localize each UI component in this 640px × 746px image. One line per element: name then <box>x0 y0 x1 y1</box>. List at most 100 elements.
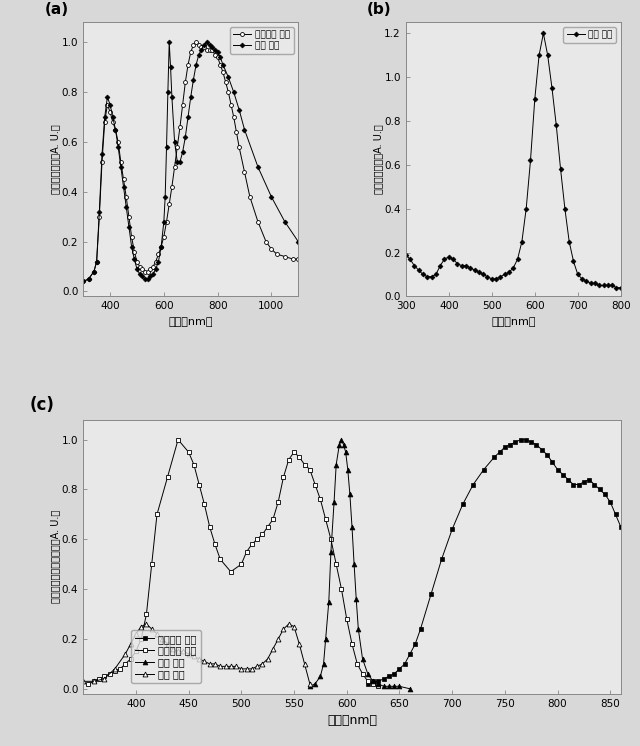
フィルム 吸収 <box>79 277 87 286</box>
溶液 吸収 <box>609 281 616 290</box>
溶液 発光 <box>325 597 333 606</box>
溶液 励起 <box>153 630 161 639</box>
溶液 吸収 <box>467 263 474 272</box>
溶液 発光 <box>322 635 330 644</box>
Line: フィルム 励起: フィルム 励起 <box>86 438 380 689</box>
溶液 励起 <box>232 662 240 671</box>
フィルム 発光 <box>385 672 393 681</box>
フィルム 発光 <box>559 470 566 479</box>
フィルム 発光 <box>564 475 572 484</box>
溶液 励起 <box>227 662 235 671</box>
溶液 発光 <box>353 595 360 604</box>
Line: フィルム 吸収: フィルム 吸収 <box>81 40 300 283</box>
溶液 発光 <box>358 654 366 663</box>
フィルム 発光 <box>369 677 377 686</box>
溶液 励起 <box>138 622 145 631</box>
Line: 溶液 発光: 溶液 発光 <box>307 437 412 692</box>
フィルム 励起 <box>185 448 193 457</box>
Y-axis label: 規格化吸光度（A. U.）: 規格化吸光度（A. U.） <box>373 125 383 194</box>
フィルム 励起 <box>290 448 298 457</box>
フィルム 発光 <box>501 442 509 451</box>
溶液 発光 <box>364 669 372 678</box>
溶液 発光 <box>380 682 387 691</box>
フィルム 発光 <box>527 438 535 447</box>
溶液 発光 <box>374 680 382 689</box>
溶液 励起 <box>164 639 172 648</box>
溶液 吸収 <box>617 283 625 292</box>
溶液 励起 <box>132 630 140 639</box>
溶液 発光 <box>342 448 349 457</box>
溶液 吸収 <box>128 242 136 251</box>
溶液 励起 <box>179 647 187 656</box>
フィルム 発光 <box>612 510 620 519</box>
溶液 発光 <box>355 624 362 633</box>
溶液 励起 <box>206 659 214 668</box>
フィルム 励起 <box>369 680 377 689</box>
溶液 吸収 <box>98 150 106 159</box>
溶液 励起 <box>195 654 203 663</box>
溶液 吸収 <box>402 251 410 260</box>
フィルム 発光 <box>401 659 408 668</box>
溶液 励起 <box>264 654 271 663</box>
フィルム 吸収 <box>160 232 168 241</box>
フィルム 発光 <box>607 498 614 507</box>
溶液 発光 <box>330 498 338 507</box>
Legend: フィルム 吸収, 溶液 吸収: フィルム 吸収, 溶液 吸収 <box>230 27 294 54</box>
フィルム 発光 <box>580 477 588 486</box>
溶液 発光 <box>306 682 314 691</box>
溶液 励起 <box>174 647 182 656</box>
溶液 吸収 <box>179 148 186 157</box>
溶液 発光 <box>344 465 351 474</box>
Y-axis label: 規格化励起および発光（A. U.）: 規格化励起および発光（A. U.） <box>51 510 60 604</box>
Y-axis label: 規格化吸光度（A. U.）: 規格化吸光度（A. U.） <box>51 125 60 194</box>
フィルム 発光 <box>380 674 387 683</box>
溶液 励起 <box>269 645 276 653</box>
フィルム 発光 <box>522 435 530 444</box>
溶液 励起 <box>127 639 134 648</box>
溶液 発光 <box>338 435 346 444</box>
フィルム 発光 <box>438 555 445 564</box>
溶液 励起 <box>301 659 308 668</box>
フィルム 発光 <box>417 624 424 633</box>
溶液 吸収 <box>449 254 457 263</box>
溶液 発光 <box>327 548 335 557</box>
フィルム 励起 <box>143 609 150 618</box>
フィルム 発光 <box>532 440 540 449</box>
溶液 発光 <box>396 682 403 691</box>
溶液 励起 <box>79 677 87 686</box>
フィルム 発光 <box>506 440 514 449</box>
フィルム 発光 <box>406 650 414 659</box>
溶液 発光 <box>350 560 358 568</box>
溶液 励起 <box>159 635 166 644</box>
Legend: フィルム 発光, フィルム 励起, 溶液 発光, 溶液 励起: フィルム 発光, フィルム 励起, 溶液 発光, 溶液 励起 <box>131 630 200 683</box>
溶液 励起 <box>200 657 208 666</box>
Line: フィルム 発光: フィルム 発光 <box>365 438 623 686</box>
フィルム 発光 <box>396 665 403 674</box>
溶液 励起 <box>211 659 219 668</box>
溶液 励起 <box>90 677 97 686</box>
X-axis label: 波長（nm）: 波長（nm） <box>327 714 377 727</box>
溶液 吸収 <box>165 38 173 47</box>
フィルム 発光 <box>548 457 556 466</box>
溶液 励起 <box>296 639 303 648</box>
溶液 発光 <box>320 659 328 668</box>
溶液 励起 <box>280 624 287 633</box>
フィルム 励起 <box>84 680 92 689</box>
溶液 発光 <box>311 680 319 689</box>
フィルム 発光 <box>390 669 398 678</box>
フィルム 発光 <box>511 438 519 447</box>
フィルム 発光 <box>538 445 545 454</box>
フィルム 吸収 <box>138 265 146 274</box>
溶液 発光 <box>346 490 354 499</box>
フィルム 吸収 <box>128 232 136 241</box>
溶液 吸収 <box>540 29 547 38</box>
フィルム 発光 <box>543 450 551 459</box>
溶液 励起 <box>216 662 224 671</box>
フィルム 励起 <box>190 460 198 469</box>
溶液 励起 <box>285 619 292 628</box>
フィルム 発光 <box>364 680 372 689</box>
溶液 励起 <box>111 665 118 674</box>
Line: 溶液 励起: 溶液 励起 <box>81 621 312 686</box>
フィルム 吸収 <box>225 88 232 97</box>
溶液 励起 <box>306 680 314 689</box>
